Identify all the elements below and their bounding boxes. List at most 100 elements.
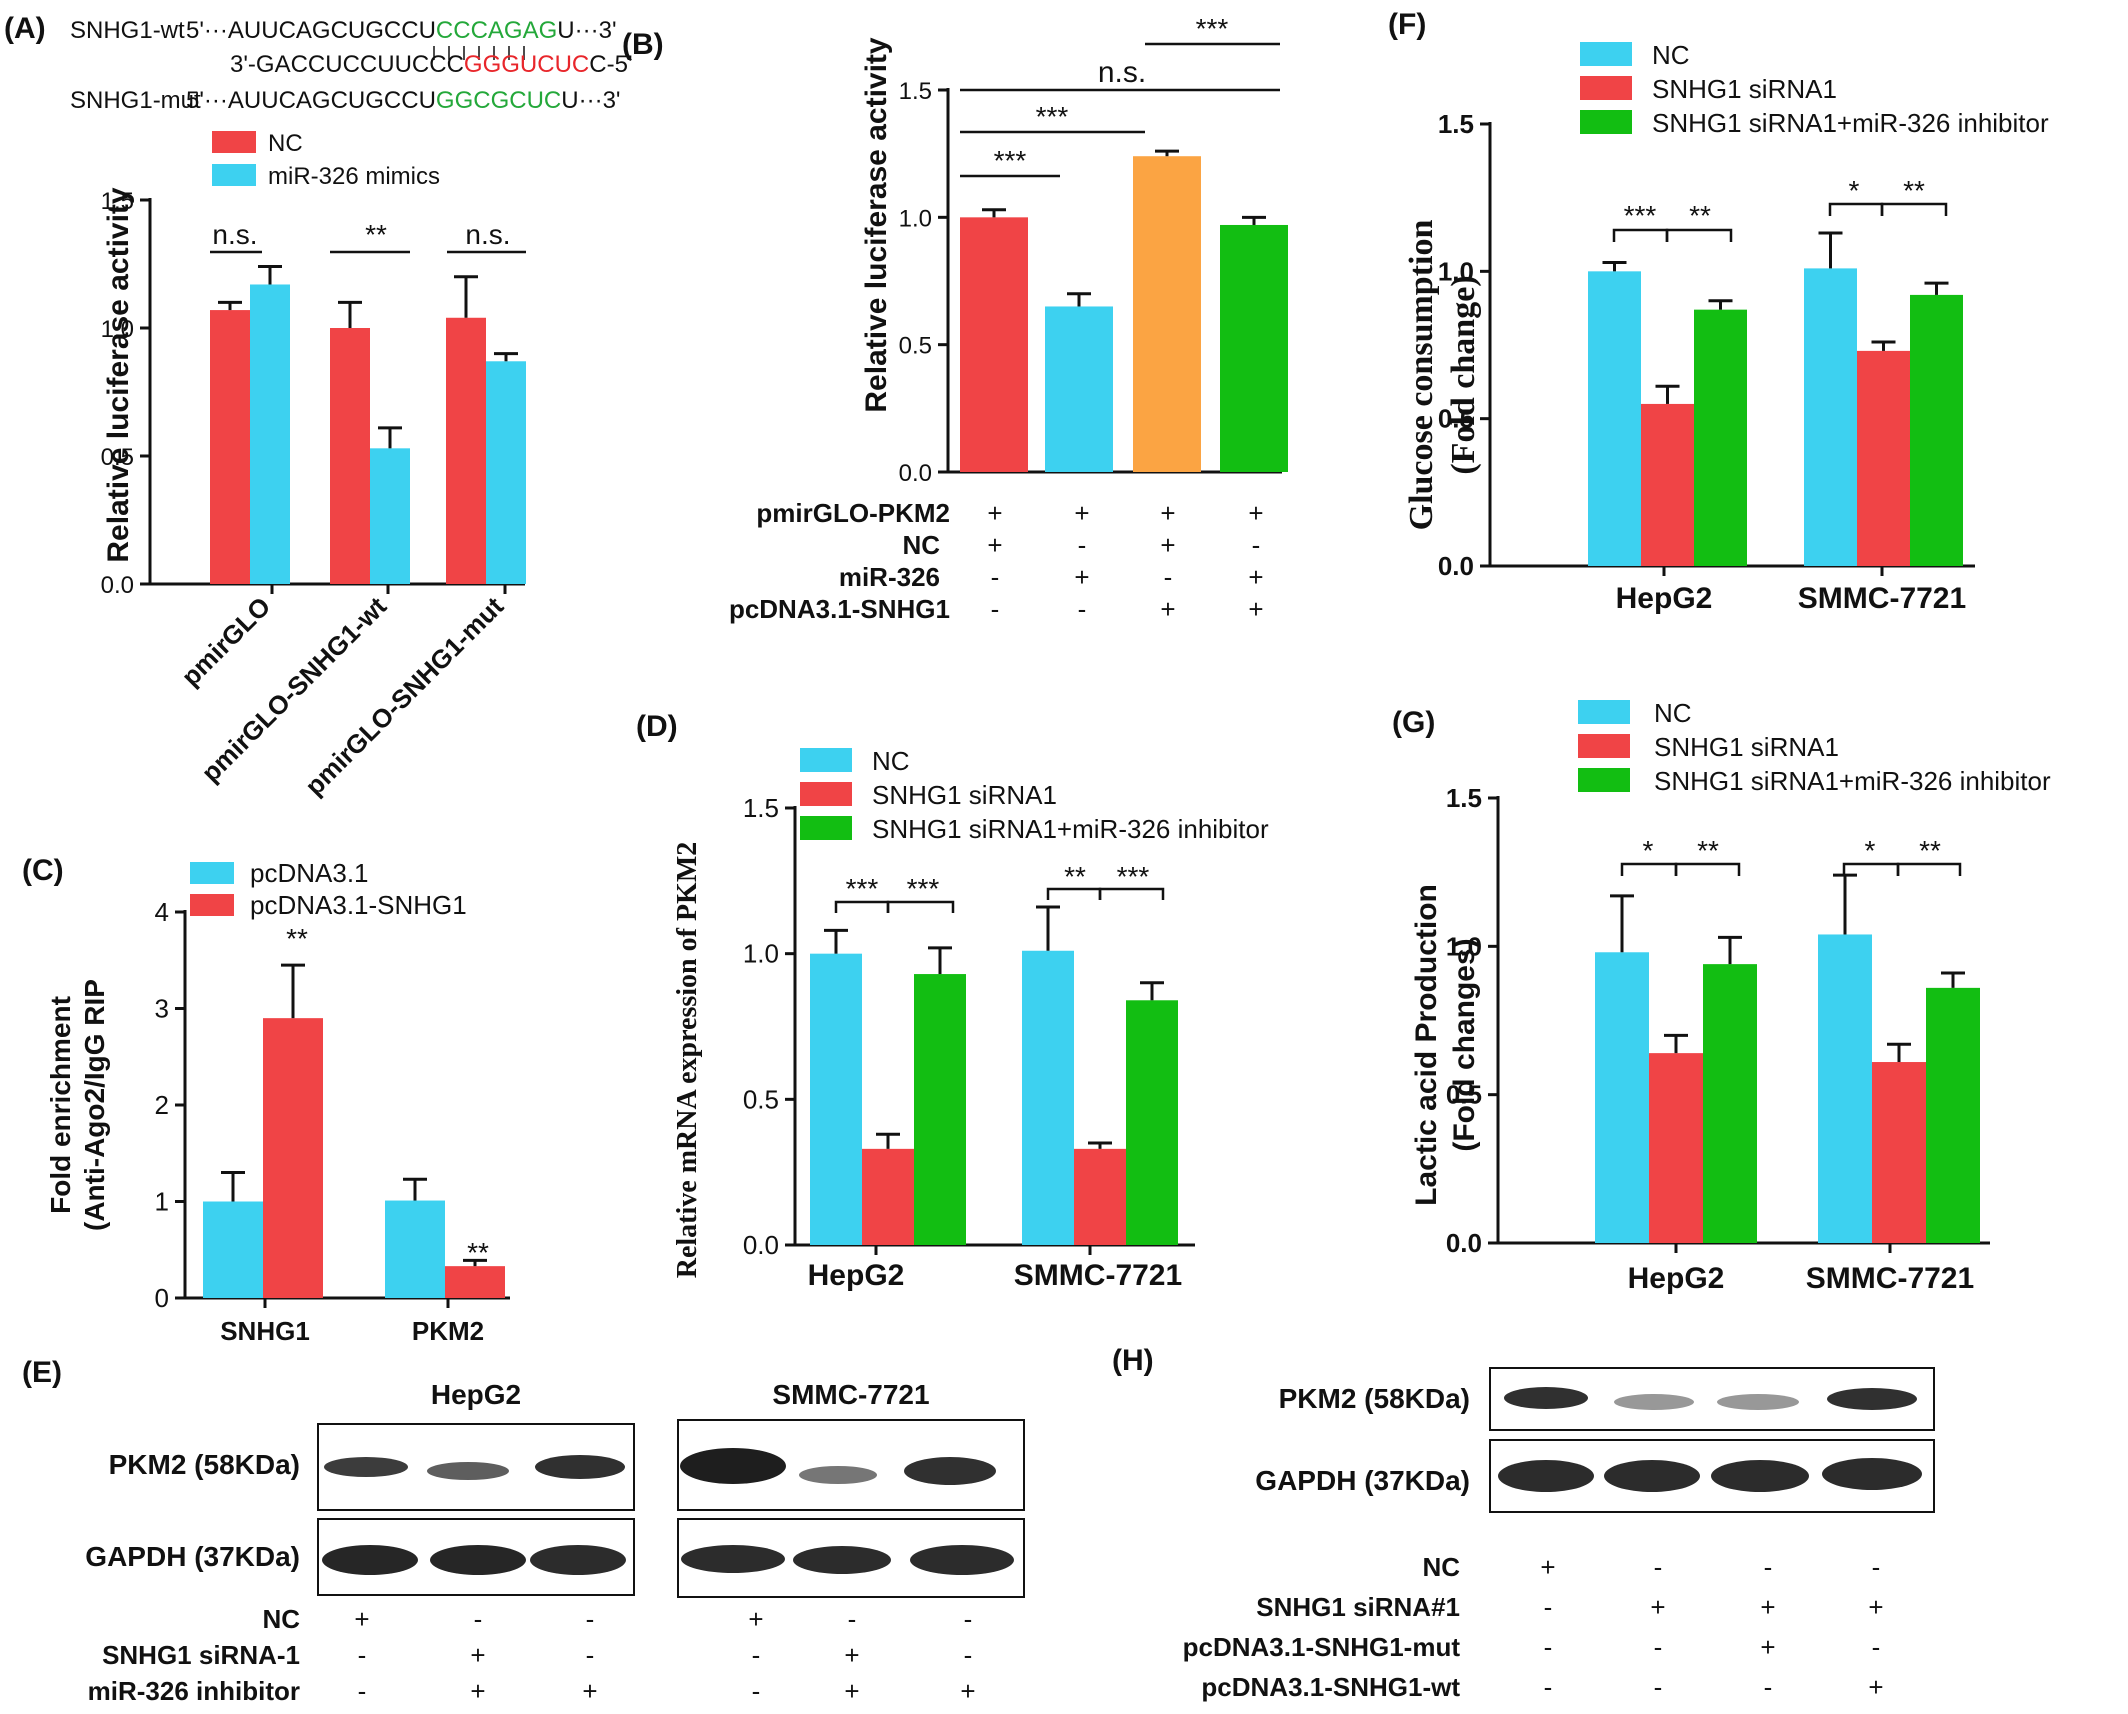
legend-label-g-si: SNHG1 siRNA1 [1654, 732, 1839, 762]
panel-f-ytick-label: 0.0 [1438, 551, 1474, 581]
panel-e-row-3: miR-326 inhibitor [88, 1676, 300, 1706]
sig-g-1: * [1643, 835, 1654, 866]
panel-e-mark-r1-c2: - [474, 1604, 483, 1634]
panel-b-mark-r4-c1: - [991, 594, 1000, 624]
panel-h-bands [1498, 1387, 1922, 1492]
panel-e-mark-r3-c4: - [752, 1676, 761, 1706]
legend-label-g-nc: NC [1654, 698, 1692, 728]
sig-g-3: * [1865, 835, 1876, 866]
panel-e-pkm2-band-2 [427, 1462, 509, 1480]
panel-e-mark-r3-c1: - [358, 1676, 367, 1706]
sig-d-2: *** [907, 873, 940, 904]
panel-d-ytick-label: 0.0 [743, 1230, 779, 1260]
panel-e-gapdh-band-2 [430, 1545, 526, 1575]
panel-h-row-3: pcDNA3.1-SNHG1-mut [1183, 1632, 1461, 1662]
panel-a-ytick-label: 1.5 [101, 188, 134, 215]
panel-g-ylabel-1: Lactic acid Production [1410, 884, 1443, 1206]
legend-swatch-pcdna-snhg1 [190, 894, 234, 916]
legend-swatch-mimics [212, 164, 256, 186]
panel-e-gapdh-band-1 [322, 1545, 418, 1575]
sig-b-3: n.s. [1098, 56, 1146, 89]
panel-b-c1-bar [960, 217, 1028, 472]
panel-h-mark-r3-c1: - [1544, 1632, 1553, 1662]
panel-h-gapdh-band-2 [1604, 1460, 1700, 1492]
sig-f-2-bracket [1665, 228, 1733, 242]
panel-h-pkm2-band-3 [1717, 1394, 1799, 1410]
panel-b-ytick-label: 1.5 [899, 78, 932, 105]
panel-b-mark-r4-c3: + [1160, 594, 1175, 624]
panel-e-band-1: PKM2 (58KDa) [109, 1449, 300, 1480]
legend-label-f-inh: SNHG1 siRNA1+miR-326 inhibitor [1652, 108, 2049, 138]
panel-e-gapdh-band-5 [793, 1546, 891, 1574]
panel-b-mark-r3-c2: + [1074, 562, 1089, 592]
panel-h-mark-r3-c2: - [1654, 1632, 1663, 1662]
legend-label-pcdna: pcDNA3.1 [250, 858, 369, 888]
panel-d-ytick-label: 0.5 [743, 1084, 779, 1114]
panel-b-mark-r3-c1: - [991, 562, 1000, 592]
panel-a-ylabel: Relative luciferase activity [102, 187, 135, 563]
panel-b-row-4: pcDNA3.1-SNHG1 [729, 594, 950, 624]
sig-b-4: *** [1196, 13, 1229, 44]
sig-d-1: *** [846, 873, 879, 904]
panel-e-pkm2-band-6 [904, 1457, 996, 1485]
sig-c-1: ** [286, 923, 308, 954]
panel-b-mark-r2-c2: - [1078, 530, 1087, 560]
panel-a-s2-c1-bar [250, 284, 290, 584]
panel-c: (C) pcDNA3.1 pcDNA3.1-SNHG1 Fold enrichm… [22, 854, 510, 1346]
legend-swatch-f-inh [1580, 110, 1632, 134]
panel-b-mark-r1-c4: + [1248, 498, 1263, 528]
panel-c-s2-c1-bar [263, 1018, 323, 1298]
panel-e-mark-r1-c1: + [354, 1604, 369, 1634]
panel-a-ytick-label: 0.5 [101, 444, 134, 471]
panel-a-label: (A) [4, 12, 46, 45]
panel-c-ylabel-1: Fold enrichment [45, 996, 76, 1214]
panel-h-gapdh-band-1 [1498, 1460, 1594, 1492]
panel-h-pkm2-band-1 [1504, 1387, 1588, 1409]
sig-a-2: ** [365, 219, 387, 250]
panel-b-mark-r4-c4: + [1248, 594, 1263, 624]
legend-swatch-pcdna [190, 862, 234, 884]
legend-label-d-nc: NC [872, 746, 910, 776]
panel-h-mark-r2-c4: + [1868, 1592, 1883, 1622]
panel-g-ytick-label: 0.0 [1446, 1228, 1482, 1258]
panel-e-label: (E) [22, 1356, 62, 1389]
panel-e-mark-r1-c3: - [586, 1604, 595, 1634]
panel-b-mark-r2-c1: + [987, 530, 1002, 560]
panel-b-ylabel: Relative luciferase activity [860, 37, 893, 413]
panel-b-mark-r1-c3: + [1160, 498, 1175, 528]
panel-b-c4-bar [1220, 224, 1288, 472]
panel-d-label: (D) [636, 710, 678, 743]
panel-e-band-2: GAPDH (37KDa) [85, 1541, 300, 1572]
sig-g-2-bracket [1674, 862, 1741, 876]
panel-h-mark-r1-c2: - [1654, 1552, 1663, 1582]
panel-c-s1-c1-bar [203, 1201, 263, 1298]
seq-wt: 5'···AUUCAGCUGCCUCCCAGAGU···3' [186, 17, 617, 44]
panel-h-mark-r2-c2: + [1650, 1592, 1665, 1622]
sig-f-4: ** [1903, 175, 1925, 206]
panel-a-s1-c1-bar [210, 310, 250, 584]
panel-g-ytick-label: 0.5 [1446, 1080, 1482, 1110]
panel-f-ytick-label: 0.5 [1438, 404, 1474, 434]
panel-g-chart: 0.0 0.5 1.0 1.5 [1446, 783, 1990, 1258]
panel-c-s1-c2-bar [385, 1200, 445, 1298]
sig-b-2: *** [1036, 101, 1069, 132]
legend-label-d-si: SNHG1 siRNA1 [872, 780, 1057, 810]
panel-g-ytick-label: 1.5 [1446, 783, 1482, 813]
sig-a-1: n.s. [212, 219, 257, 250]
panel-h-row-2: SNHG1 siRNA#1 [1256, 1592, 1460, 1622]
panel-e-group-2: SMMC-7721 [772, 1379, 929, 1410]
panel-b-label: (B) [622, 28, 664, 61]
panel-h-mark-r4-c3: - [1764, 1672, 1773, 1702]
panel-h-mark-r2-c1: - [1544, 1592, 1553, 1622]
panel-h-gapdh-band-3 [1711, 1460, 1809, 1492]
panel-g-s3-c1-bar [1703, 964, 1757, 1243]
panel-e-pkm2-band-5 [799, 1466, 877, 1484]
seq-mut-label: SNHG1-mut [70, 87, 201, 114]
seq-mir: 3'-GACCUCCUUCCCGGGUCUCC-5' [230, 51, 633, 78]
legend-label-nc: NC [268, 130, 303, 157]
panel-f-s3-c2-bar [1910, 294, 1963, 566]
panel-a-ytick-label: 1.0 [101, 316, 134, 343]
panel-f-s2-c1-bar [1641, 403, 1694, 566]
panel-c-ytick-label: 2 [155, 1090, 169, 1120]
